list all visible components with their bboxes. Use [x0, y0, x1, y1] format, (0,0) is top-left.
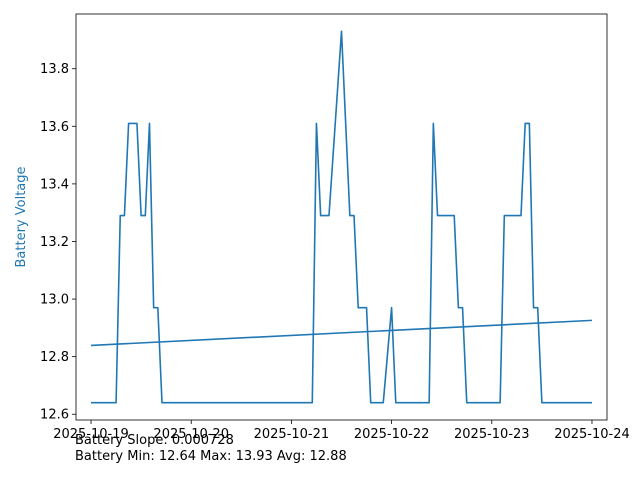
- trend-line: [90, 319, 593, 347]
- y-tick-label: 13.2: [40, 235, 69, 250]
- ticks-layer: 2025-10-19 2025-10-20 2025-10-21 2025-10-22…: [40, 62, 630, 442]
- stats-slope: Battery Slope: 0.000728: [75, 433, 234, 448]
- series-layer: [90, 30, 593, 404]
- voltage-series-line: [91, 30, 592, 404]
- y-tick-label: 12.6: [40, 408, 69, 423]
- stats-min-max-avg: Battery Min: 12.64 Max: 13.93 Avg: 12.88: [75, 449, 347, 464]
- y-axis-label: Battery Voltage: [14, 166, 29, 267]
- x-tick-label: 2025-10-21: [254, 427, 330, 442]
- y-tick-label: 12.8: [40, 350, 69, 365]
- x-tick-label: 2025-10-22: [354, 427, 430, 442]
- y-tick-label: 13.4: [40, 177, 69, 192]
- x-tick-label: 2025-10-24: [554, 427, 630, 442]
- x-tick-label: 2025-10-19: [53, 427, 129, 442]
- y-tick-label: 13.6: [40, 120, 69, 135]
- plot-frame: [75, 13, 608, 421]
- y-tick-label: 13.0: [40, 293, 69, 308]
- y-tick-label: 13.8: [40, 62, 69, 77]
- x-tick-label: 2025-10-20: [153, 427, 229, 442]
- x-tick-label: 2025-10-23: [454, 427, 530, 442]
